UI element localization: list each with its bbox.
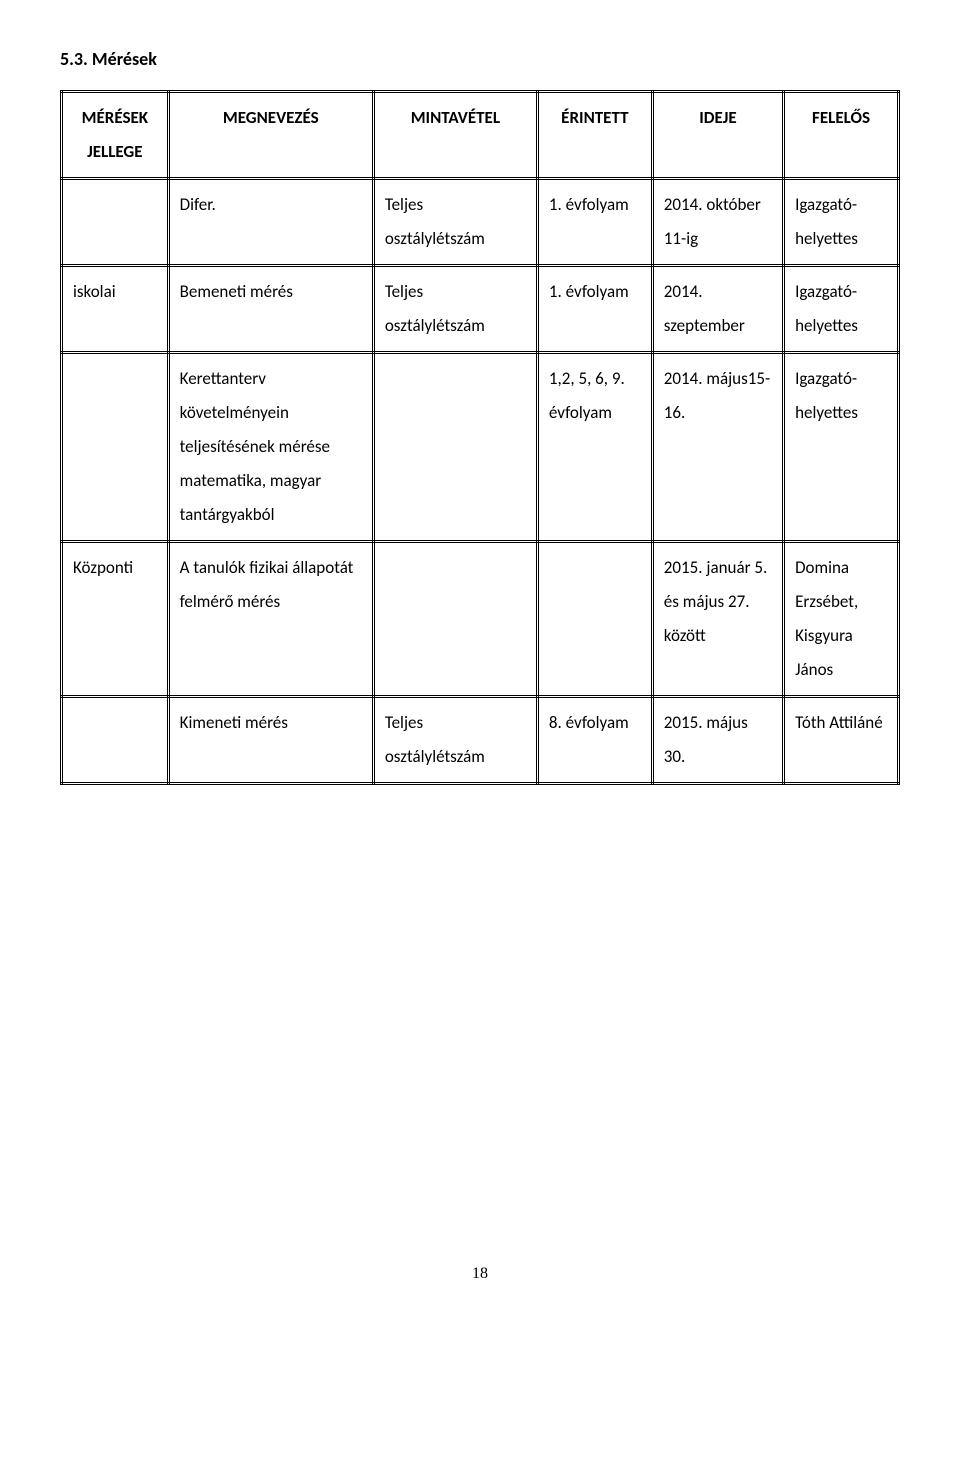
col-header-jellege: MÉRÉSEK JELLEGE — [62, 92, 169, 179]
cell-ideje: 2015. május 30. — [652, 697, 783, 784]
table-row: Kimeneti mérés Teljes osztálylétszám 8. … — [62, 697, 899, 784]
cell-ideje: 2014. szeptember — [652, 266, 783, 353]
cell-ideje: 2014. május15-16. — [652, 353, 783, 542]
cell-megnevezes: Difer. — [168, 179, 373, 266]
cell-megnevezes: Kerettanterv követelményein teljesítésén… — [168, 353, 373, 542]
cell-felelos: Igazgató-helyettes — [784, 353, 899, 542]
cell-erintett: 1,2, 5, 6, 9. évfolyam — [537, 353, 652, 542]
cell-megnevezes: Kimeneti mérés — [168, 697, 373, 784]
cell-ideje: 2014. október 11-ig — [652, 179, 783, 266]
measurements-table: MÉRÉSEK JELLEGE MEGNEVEZÉS MINTAVÉTEL ÉR… — [60, 90, 900, 785]
table-row: iskolai Bemeneti mérés Teljes osztálylét… — [62, 266, 899, 353]
cell-jellege: Központi — [62, 542, 169, 697]
cell-erintett: 8. évfolyam — [537, 697, 652, 784]
table-row: Difer. Teljes osztálylétszám 1. évfolyam… — [62, 179, 899, 266]
cell-mintavetel: Teljes osztálylétszám — [373, 266, 537, 353]
cell-mintavetel: Teljes osztálylétszám — [373, 179, 537, 266]
cell-felelos: Tóth Attiláné — [784, 697, 899, 784]
cell-felelos: Igazgató-helyettes — [784, 179, 899, 266]
cell-megnevezes: Bemeneti mérés — [168, 266, 373, 353]
page-number: 18 — [60, 1265, 900, 1283]
cell-felelos: Domina Erzsébet, Kisgyura János — [784, 542, 899, 697]
cell-mintavetel — [373, 353, 537, 542]
col-header-felelos: FELELŐS — [784, 92, 899, 179]
cell-jellege — [62, 697, 169, 784]
cell-mintavetel: Teljes osztálylétszám — [373, 697, 537, 784]
cell-megnevezes: A tanulók fizikai állapotát felmérő méré… — [168, 542, 373, 697]
cell-mintavetel — [373, 542, 537, 697]
col-header-ideje: IDEJE — [652, 92, 783, 179]
cell-felelos: Igazgató-helyettes — [784, 266, 899, 353]
cell-jellege — [62, 353, 169, 542]
col-header-megnevezes: MEGNEVEZÉS — [168, 92, 373, 179]
cell-jellege: iskolai — [62, 266, 169, 353]
cell-erintett: 1. évfolyam — [537, 266, 652, 353]
cell-erintett — [537, 542, 652, 697]
cell-jellege — [62, 179, 169, 266]
table-row: Kerettanterv követelményein teljesítésén… — [62, 353, 899, 542]
cell-erintett: 1. évfolyam — [537, 179, 652, 266]
table-row: Központi A tanulók fizikai állapotát fel… — [62, 542, 899, 697]
col-header-mintavetel: MINTAVÉTEL — [373, 92, 537, 179]
col-header-erintett: ÉRINTETT — [537, 92, 652, 179]
section-heading: 5.3. Mérések — [60, 48, 900, 70]
cell-ideje: 2015. január 5. és május 27. között — [652, 542, 783, 697]
table-header-row: MÉRÉSEK JELLEGE MEGNEVEZÉS MINTAVÉTEL ÉR… — [62, 92, 899, 179]
